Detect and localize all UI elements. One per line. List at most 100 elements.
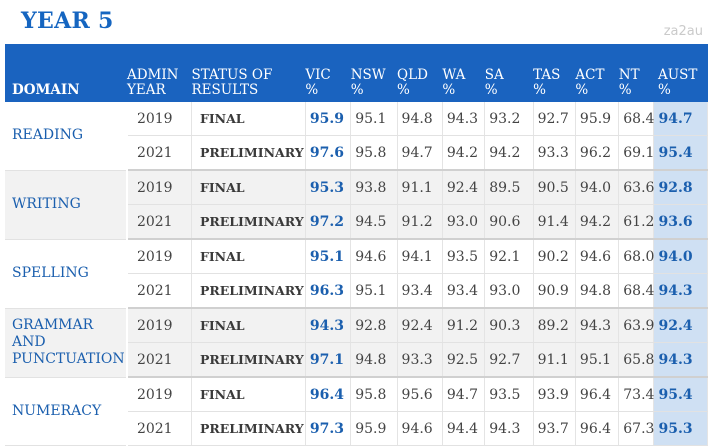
status-cell: PRELIMINARY bbox=[191, 273, 306, 309]
sa-cell: 90.6 bbox=[484, 204, 534, 240]
header-row: DOMAIN ADMIN YEAR STATUS OF RESULTS VIC%… bbox=[5, 44, 708, 102]
state-unit: % bbox=[658, 82, 671, 98]
nsw-cell: 95.8 bbox=[350, 135, 398, 171]
nsw-cell: 93.8 bbox=[350, 170, 398, 205]
tas-cell: 91.4 bbox=[533, 204, 576, 240]
results-table: DOMAIN ADMIN YEAR STATUS OF RESULTS VIC%… bbox=[5, 44, 709, 446]
vic-cell: 95.1 bbox=[305, 239, 352, 274]
state-unit: % bbox=[484, 82, 498, 98]
vic-cell: 97.1 bbox=[305, 342, 352, 378]
header-state-nt: NT% bbox=[618, 44, 654, 102]
status-cell: FINAL bbox=[191, 377, 306, 412]
act-cell: 96.4 bbox=[575, 377, 620, 412]
status-cell: FINAL bbox=[191, 239, 306, 274]
wa-cell: 93.0 bbox=[442, 204, 486, 240]
state-code: NT bbox=[618, 67, 640, 83]
header-admin-year: ADMIN YEAR bbox=[126, 44, 192, 102]
status-cell: FINAL bbox=[191, 308, 306, 343]
header-state-act: ACT% bbox=[575, 44, 619, 102]
vic-cell: 97.2 bbox=[305, 204, 352, 240]
act-cell: 95.1 bbox=[575, 342, 620, 378]
watermark: za2au bbox=[663, 24, 703, 39]
wa-cell: 94.2 bbox=[442, 135, 486, 171]
sa-cell: 89.5 bbox=[484, 170, 534, 205]
sa-cell: 93.5 bbox=[484, 377, 534, 412]
tas-cell: 91.1 bbox=[533, 342, 576, 378]
nsw-cell: 92.8 bbox=[350, 308, 398, 343]
wa-cell: 92.4 bbox=[442, 170, 486, 205]
act-cell: 94.2 bbox=[575, 204, 620, 240]
nsw-cell: 95.8 bbox=[350, 377, 398, 412]
tas-cell: 93.3 bbox=[533, 135, 576, 171]
wa-cell: 94.7 bbox=[442, 377, 486, 412]
qld-cell: 94.1 bbox=[397, 239, 443, 274]
nt-cell: 68.0 bbox=[618, 239, 654, 274]
state-code: TAS bbox=[533, 67, 561, 83]
sa-cell: 93.0 bbox=[484, 273, 534, 309]
header-status-line2: RESULTS bbox=[191, 82, 259, 98]
qld-cell: 93.3 bbox=[397, 342, 443, 378]
nt-cell: 73.4 bbox=[618, 377, 654, 412]
table-row: GRAMMAR AND PUNCTUATION 2019 FINAL 94.3 … bbox=[5, 308, 709, 378]
header-status: STATUS OF RESULTS bbox=[191, 44, 306, 102]
qld-cell: 93.4 bbox=[397, 273, 443, 309]
nsw-cell: 95.1 bbox=[350, 102, 398, 136]
domain-line: AND bbox=[12, 334, 46, 350]
status-cell: PRELIMINARY bbox=[191, 411, 306, 446]
vic-cell: 96.3 bbox=[305, 273, 352, 309]
state-code: AUST bbox=[658, 67, 698, 83]
table-row: 2021 PRELIMINARY 97.3 95.9 94.6 94.4 94.… bbox=[5, 411, 709, 446]
nsw-cell: 94.6 bbox=[350, 239, 398, 274]
act-cell: 94.6 bbox=[575, 239, 620, 274]
table-row: 2021 PRELIMINARY 97.2 94.5 91.2 93.0 90.… bbox=[5, 204, 709, 240]
state-code: ACT bbox=[575, 67, 605, 83]
status-cell: PRELIMINARY bbox=[191, 135, 306, 171]
wa-cell: 94.3 bbox=[442, 102, 486, 136]
admin-year-cell: 2019 bbox=[126, 170, 192, 205]
act-cell: 94.0 bbox=[575, 170, 620, 205]
sa-cell: 90.3 bbox=[484, 308, 534, 343]
wa-cell: 92.5 bbox=[442, 342, 486, 378]
tas-cell: 90.5 bbox=[533, 170, 576, 205]
status-cell: PRELIMINARY bbox=[191, 342, 306, 378]
sa-cell: 93.2 bbox=[484, 102, 534, 136]
page-title: YEAR 5 bbox=[21, 8, 114, 34]
table-row: 2021 PRELIMINARY 97.1 94.8 93.3 92.5 92.… bbox=[5, 342, 709, 378]
aust-cell: 94.7 bbox=[653, 102, 709, 136]
table-row: READING 2019 FINAL 95.9 95.1 94.8 94.3 9… bbox=[5, 102, 709, 171]
aust-cell: 95.4 bbox=[653, 135, 709, 171]
sa-cell: 94.2 bbox=[484, 135, 534, 171]
admin-year-cell: 2021 bbox=[126, 411, 192, 446]
status-cell: FINAL bbox=[191, 102, 306, 136]
admin-year-cell: 2019 bbox=[126, 102, 192, 136]
domain-line: GRAMMAR bbox=[12, 317, 94, 333]
vic-cell: 96.4 bbox=[305, 377, 352, 412]
domain-grammar-and-punctuation: GRAMMAR AND PUNCTUATION bbox=[5, 308, 128, 378]
nt-cell: 67.3 bbox=[618, 411, 654, 446]
admin-year-cell: 2021 bbox=[126, 342, 192, 378]
act-cell: 95.9 bbox=[575, 102, 620, 136]
wa-cell: 93.5 bbox=[442, 239, 486, 274]
aust-cell: 93.6 bbox=[653, 204, 709, 240]
qld-cell: 91.1 bbox=[397, 170, 443, 205]
qld-cell: 94.6 bbox=[397, 411, 443, 446]
header-state-vic: VIC% bbox=[305, 44, 351, 102]
domain-reading: READING bbox=[5, 102, 128, 171]
state-unit: % bbox=[350, 82, 364, 98]
vic-cell: 95.3 bbox=[305, 170, 352, 205]
nsw-cell: 94.8 bbox=[350, 342, 398, 378]
act-cell: 94.3 bbox=[575, 308, 620, 343]
admin-year-cell: 2021 bbox=[126, 204, 192, 240]
act-cell: 94.8 bbox=[575, 273, 620, 309]
admin-year-cell: 2019 bbox=[126, 308, 192, 343]
nt-cell: 65.8 bbox=[618, 342, 654, 378]
nt-cell: 69.1 bbox=[618, 135, 654, 171]
aust-cell: 92.4 bbox=[653, 308, 709, 343]
vic-cell: 94.3 bbox=[305, 308, 352, 343]
tas-cell: 89.2 bbox=[533, 308, 576, 343]
table-row: 2021 PRELIMINARY 96.3 95.1 93.4 93.4 93.… bbox=[5, 273, 709, 309]
nt-cell: 63.9 bbox=[618, 308, 654, 343]
state-unit: % bbox=[618, 82, 632, 98]
state-code: WA bbox=[442, 67, 466, 83]
act-cell: 96.4 bbox=[575, 411, 620, 446]
